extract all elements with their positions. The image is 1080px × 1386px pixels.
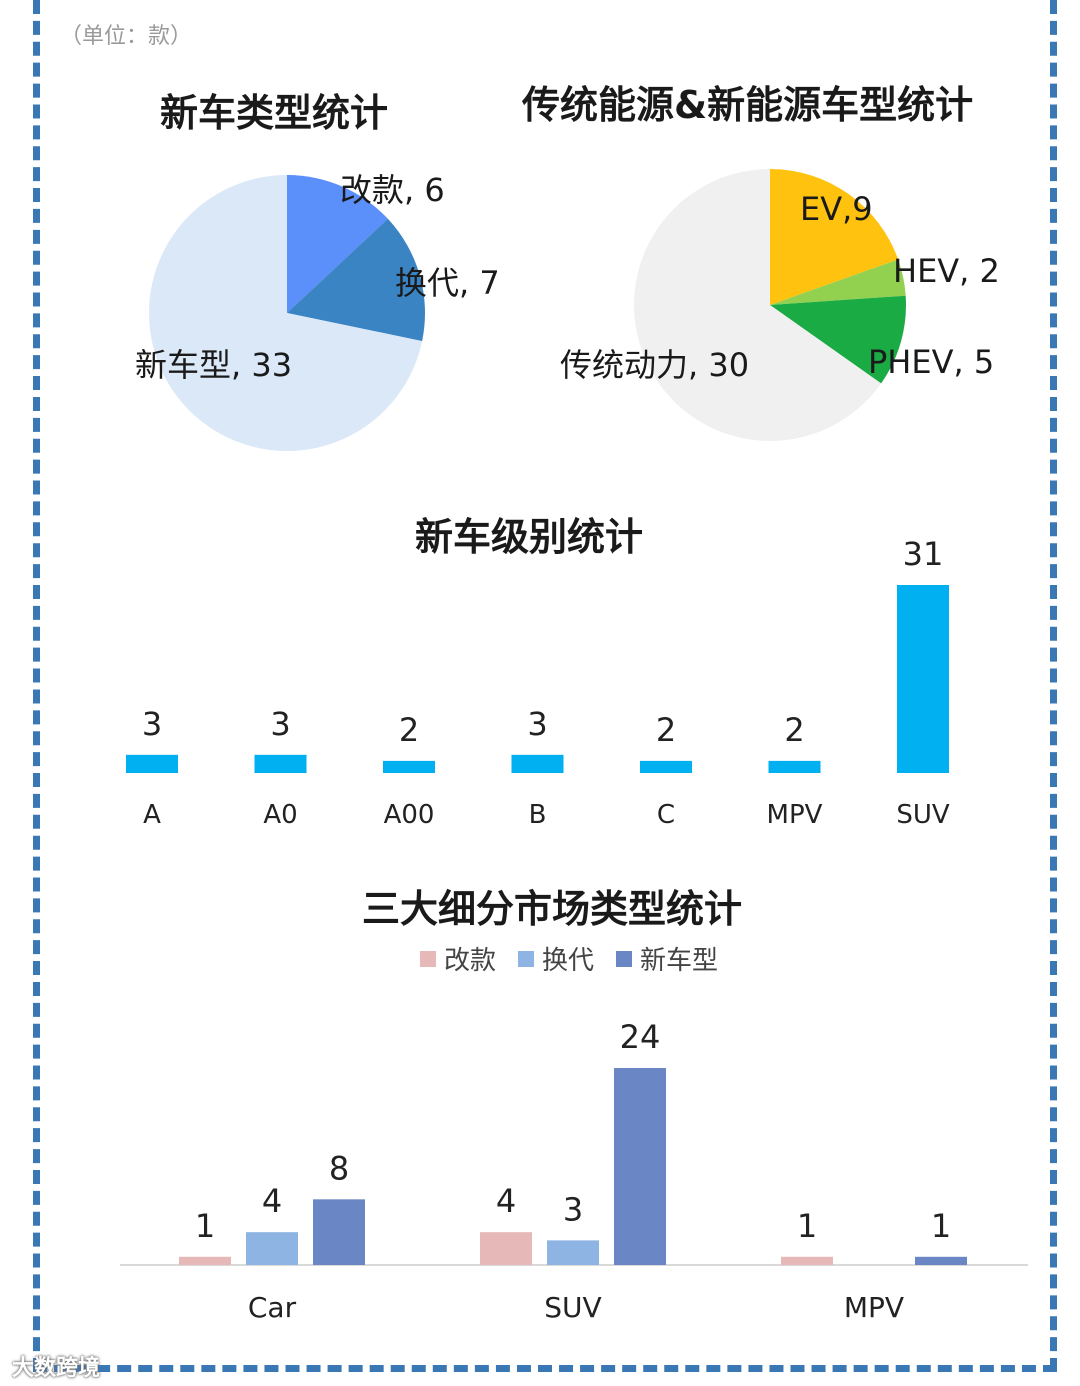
bar1-category-A: A bbox=[143, 800, 161, 830]
bar2-bar-Car-2 bbox=[313, 1199, 365, 1265]
pie1-slice-0 bbox=[287, 175, 388, 313]
bar1-category-MPV: MPV bbox=[767, 800, 823, 830]
pie1-chart bbox=[149, 175, 425, 451]
pie2-label-ev: EV,9 bbox=[800, 190, 873, 228]
bar2-value-SUV-0: 4 bbox=[496, 1182, 516, 1220]
bar2-bar-SUV-1 bbox=[547, 1240, 599, 1265]
pie2-slice-0 bbox=[770, 169, 899, 305]
bar2-legend-label-2: 新车型 bbox=[640, 946, 719, 976]
dashed-frame bbox=[33, 0, 1057, 1372]
bar2-title: 三大细分市场类型统计 bbox=[362, 887, 743, 931]
bar1-value-A0: 3 bbox=[270, 705, 290, 743]
unit-note: （单位：款） bbox=[60, 24, 193, 49]
bar1-bar-MPV bbox=[768, 760, 821, 773]
bar1-bar-C bbox=[640, 760, 692, 773]
bar2-legend-item-1: 换代 bbox=[518, 940, 594, 977]
pie2-chart bbox=[634, 169, 906, 441]
bar2-value-MPV-2: 1 bbox=[931, 1207, 951, 1245]
bar2-bar-MPV-0 bbox=[781, 1256, 833, 1265]
bar1-bar-A00 bbox=[383, 760, 435, 773]
bar2-value-MPV-0: 1 bbox=[797, 1207, 817, 1245]
pie2-label-traditional: 传统动力, 30 bbox=[560, 346, 750, 384]
bar2-category-SUV: SUV bbox=[544, 1291, 601, 1324]
pie2-label-hev: HEV, 2 bbox=[893, 252, 1000, 290]
bar1-title: 新车级别统计 bbox=[415, 515, 644, 559]
bar1-bar-B bbox=[511, 754, 564, 773]
bar2-legend-swatch-1 bbox=[518, 950, 535, 967]
bar2-value-Car-1: 4 bbox=[262, 1182, 282, 1220]
bar2-legend-label-0: 改款 bbox=[444, 946, 497, 976]
bar2-bar-SUV-0 bbox=[480, 1232, 532, 1265]
bar2-legend: 改款 换代 新车型 bbox=[420, 940, 740, 977]
bar2-value-SUV-1: 3 bbox=[563, 1190, 583, 1228]
bar1-category-A0: A0 bbox=[263, 800, 297, 830]
pie1-title: 新车类型统计 bbox=[160, 91, 389, 135]
pie2-label-phev: PHEV, 5 bbox=[868, 343, 995, 381]
pie2-title: 传统能源&新能源车型统计 bbox=[522, 83, 974, 127]
bar1-category-A00: A00 bbox=[384, 800, 435, 830]
bar1-value-B: 3 bbox=[527, 705, 547, 743]
bar2-bar-MPV-2 bbox=[915, 1256, 967, 1265]
pie1-label-gaikuan: 改款, 6 bbox=[340, 171, 445, 209]
bar2-category-Car: Car bbox=[248, 1291, 297, 1324]
bar1-category-SUV: SUV bbox=[896, 800, 950, 830]
bar2-bar-SUV-2 bbox=[614, 1068, 666, 1265]
bar1-bar-SUV bbox=[897, 585, 949, 773]
bar2-legend-item-2: 新车型 bbox=[616, 940, 718, 977]
bar1-chart: 3 A 3 A0 2 A00 3 B 2 C 2 MPV 31 SUV bbox=[126, 535, 950, 830]
pie1-label-xinchexing: 新车型, 33 bbox=[135, 346, 293, 384]
bar2-chart: 1 4 8 Car 4 3 24 SUV 1 1 MPV bbox=[120, 1018, 1028, 1324]
bar1-value-C: 2 bbox=[656, 711, 676, 749]
watermark: 大数跨境 bbox=[12, 1356, 101, 1381]
bar2-value-Car-2: 8 bbox=[329, 1149, 349, 1187]
pie2-slice-3 bbox=[634, 169, 882, 441]
bar2-legend-item-0: 改款 bbox=[420, 940, 496, 977]
bar2-legend-swatch-0 bbox=[420, 950, 436, 967]
bar2-value-SUV-2: 24 bbox=[620, 1018, 661, 1056]
pie1-slice-2 bbox=[149, 175, 423, 451]
bar1-value-A00: 2 bbox=[399, 711, 419, 749]
bar2-legend-swatch-2 bbox=[616, 950, 633, 967]
bar1-category-C: C bbox=[657, 800, 675, 830]
bar2-category-MPV: MPV bbox=[844, 1291, 904, 1324]
bar2-value-Car-0: 1 bbox=[195, 1207, 215, 1245]
bar1-value-MPV: 2 bbox=[784, 711, 804, 749]
pie2-slice-1 bbox=[770, 259, 906, 305]
bar1-category-B: B bbox=[529, 800, 547, 830]
bar1-bar-A bbox=[126, 754, 178, 773]
pie1-slice-1 bbox=[287, 218, 425, 342]
bar1-bar-A0 bbox=[254, 754, 307, 773]
bar2-bar-Car-1 bbox=[246, 1232, 298, 1265]
pie2-slice-2 bbox=[770, 295, 906, 384]
pie1-label-huandai: 换代, 7 bbox=[395, 264, 500, 302]
bar1-value-A: 3 bbox=[142, 705, 162, 743]
bar2-legend-label-1: 换代 bbox=[542, 946, 595, 976]
bar1-value-SUV: 31 bbox=[903, 535, 944, 573]
bar2-bar-Car-0 bbox=[179, 1256, 231, 1265]
